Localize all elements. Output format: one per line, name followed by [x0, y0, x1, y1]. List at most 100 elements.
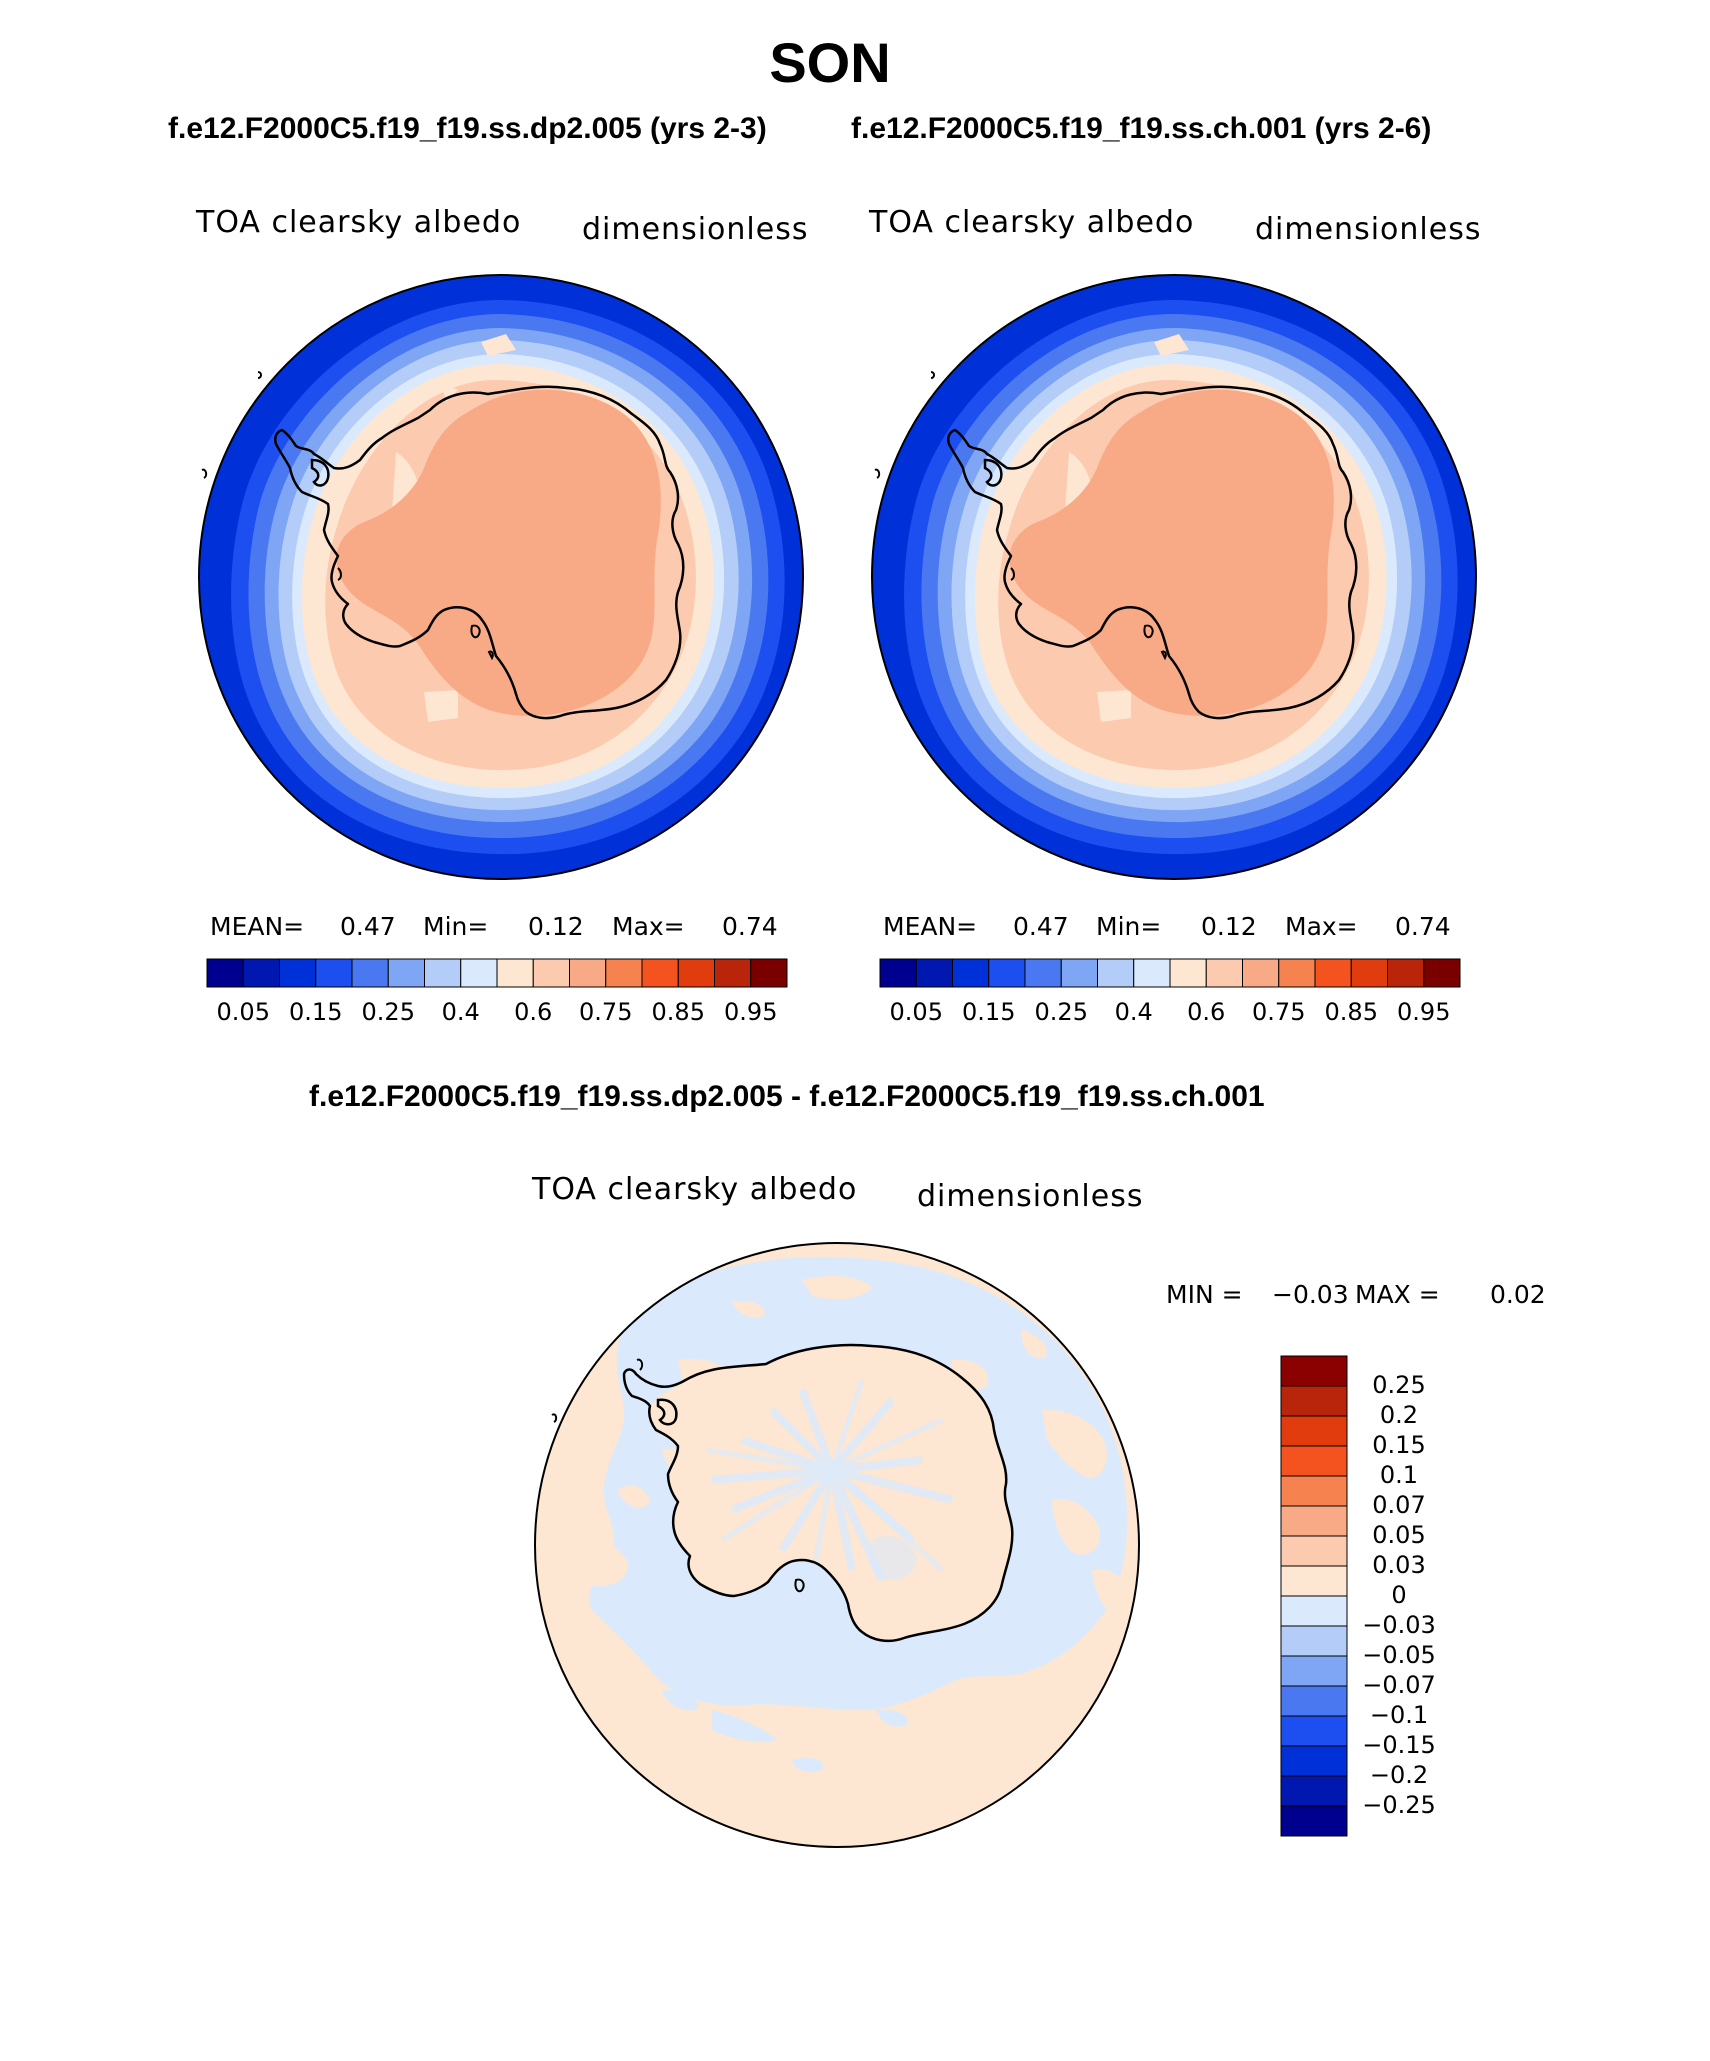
diff-colorbar-tick-label: −0.1	[1369, 1701, 1429, 1729]
left-mean-label: MEAN=	[210, 912, 305, 941]
right-colorbar-box	[1060, 958, 1098, 988]
right-max-value: 0.74	[1395, 912, 1451, 941]
right-colorbar-box	[988, 958, 1026, 988]
left-colorbar	[206, 958, 788, 988]
diff-colorbar	[1280, 1355, 1348, 1837]
right-polar-map	[871, 274, 1477, 880]
left-colorbar-box	[677, 958, 715, 988]
diff-units-label: dimensionless	[917, 1179, 1144, 1214]
diff-min-value: −0.03	[1272, 1280, 1349, 1309]
right-colorbar-box	[952, 958, 990, 988]
left-colorbar-box	[460, 958, 498, 988]
right-colorbar-tick-label: 0.15	[962, 998, 1016, 1026]
left-colorbar-box	[351, 958, 389, 988]
diff-colorbar-tick-label: 0.15	[1372, 1431, 1426, 1459]
diff-colorbar-tick-label: 0.25	[1372, 1371, 1426, 1399]
diff-colorbar-tick-label: 0.07	[1372, 1491, 1426, 1519]
diff-colorbar-tick-label: −0.07	[1362, 1671, 1436, 1699]
diff-max-value: 0.02	[1490, 1280, 1546, 1309]
left-colorbar-box	[242, 958, 280, 988]
right-variable-label: TOA clearsky albedo	[869, 205, 1195, 240]
diff-colorbar-box	[1280, 1535, 1348, 1567]
diff-max-label: MAX =	[1355, 1280, 1440, 1309]
diff-min-label: MIN =	[1166, 1280, 1243, 1309]
left-colorbar-tick-label: 0.6	[514, 998, 553, 1026]
diff-colorbar-box	[1280, 1595, 1348, 1627]
left-colorbar-box	[641, 958, 679, 988]
right-mean-value: 0.47	[1013, 912, 1069, 941]
left-colorbar-tick-label: 0.05	[216, 998, 270, 1026]
diff-colorbar-box	[1280, 1475, 1348, 1507]
left-case-title: f.e12.F2000C5.f19_f19.ss.dp2.005 (yrs 2-…	[168, 112, 767, 145]
right-colorbar-box	[1314, 958, 1352, 988]
left-max-value: 0.74	[722, 912, 778, 941]
left-colorbar-box	[532, 958, 570, 988]
left-units-label: dimensionless	[582, 212, 809, 247]
right-colorbar-tick-label: 0.95	[1397, 998, 1451, 1026]
left-colorbar-tick-label: 0.25	[361, 998, 415, 1026]
left-max-label: Max=	[612, 912, 685, 941]
right-max-label: Max=	[1285, 912, 1358, 941]
left-variable-label: TOA clearsky albedo	[196, 205, 522, 240]
left-colorbar-box	[279, 958, 317, 988]
right-colorbar-box	[879, 958, 917, 988]
right-colorbar-tick-label: 0.4	[1114, 998, 1153, 1026]
left-colorbar-box	[315, 958, 353, 988]
right-colorbar	[879, 958, 1461, 988]
diff-polar-map	[534, 1242, 1140, 1848]
right-colorbar-box	[1097, 958, 1135, 988]
left-colorbar-tick-label: 0.4	[441, 998, 480, 1026]
diff-colorbar-tick-label: 0.03	[1372, 1551, 1426, 1579]
diff-variable-label: TOA clearsky albedo	[532, 1172, 858, 1207]
figure-title: SON	[769, 31, 891, 94]
diff-case-title: f.e12.F2000C5.f19_f19.ss.dp2.005 - f.e12…	[309, 1080, 1265, 1113]
diff-colorbar-box	[1280, 1445, 1348, 1477]
right-colorbar-tick-label: 0.05	[889, 998, 943, 1026]
diff-colorbar-tick-label: 0.05	[1372, 1521, 1426, 1549]
right-case-title: f.e12.F2000C5.f19_f19.ss.ch.001 (yrs 2-6…	[851, 112, 1432, 145]
left-colorbar-box	[387, 958, 425, 988]
right-colorbar-ticks: 0.05 0.15 0.25 0.4 0.6 0.75 0.85 0.95	[879, 998, 1461, 1030]
right-colorbar-box	[1387, 958, 1425, 988]
right-colorbar-box	[1205, 958, 1243, 988]
right-mean-label: MEAN=	[883, 912, 978, 941]
right-colorbar-tick-label: 0.75	[1252, 998, 1306, 1026]
right-colorbar-box	[1423, 958, 1461, 988]
left-colorbar-box	[714, 958, 752, 988]
left-colorbar-box	[206, 958, 244, 988]
diff-colorbar-box	[1280, 1565, 1348, 1597]
right-min-value: 0.12	[1201, 912, 1257, 941]
diff-colorbar-box	[1280, 1415, 1348, 1447]
right-colorbar-box	[915, 958, 953, 988]
diff-colorbar-tick-label: 0.1	[1379, 1461, 1419, 1489]
diff-colorbar-box	[1280, 1805, 1348, 1837]
right-min-label: Min=	[1096, 912, 1162, 941]
right-colorbar-box	[1024, 958, 1062, 988]
diff-colorbar-tick-label: 0.2	[1379, 1401, 1419, 1429]
left-polar-map	[198, 274, 804, 880]
diff-colorbar-box	[1280, 1505, 1348, 1537]
left-colorbar-ticks: 0.05 0.15 0.25 0.4 0.6 0.75 0.85 0.95	[206, 998, 788, 1030]
right-colorbar-tick-label: 0.6	[1187, 998, 1226, 1026]
diff-colorbar-box	[1280, 1685, 1348, 1717]
diff-colorbar-box	[1280, 1655, 1348, 1687]
diff-colorbar-box	[1280, 1775, 1348, 1807]
left-min-value: 0.12	[528, 912, 584, 941]
diff-colorbar-box	[1280, 1745, 1348, 1777]
diff-colorbar-tick-label: −0.05	[1362, 1641, 1436, 1669]
left-colorbar-tick-label: 0.95	[724, 998, 778, 1026]
right-units-label: dimensionless	[1255, 212, 1482, 247]
diff-colorbar-tick-label: −0.03	[1362, 1611, 1436, 1639]
diff-colorbar-tick-label: −0.2	[1369, 1761, 1429, 1789]
left-mean-value: 0.47	[340, 912, 396, 941]
diff-colorbar-tick-label: −0.25	[1362, 1791, 1436, 1819]
diff-colorbar-box	[1280, 1625, 1348, 1657]
right-colorbar-box	[1350, 958, 1388, 988]
diff-colorbar-box	[1280, 1385, 1348, 1417]
left-colorbar-box	[605, 958, 643, 988]
diff-colorbar-box	[1280, 1715, 1348, 1747]
right-colorbar-box	[1278, 958, 1316, 988]
left-colorbar-box	[750, 958, 788, 988]
diff-colorbar-ticks: 0.25 0.2 0.15 0.1 0.07 0.05 0.03 0 −0.03 −0.05 −0.…	[1360, 1355, 1480, 1837]
left-min-label: Min=	[423, 912, 489, 941]
